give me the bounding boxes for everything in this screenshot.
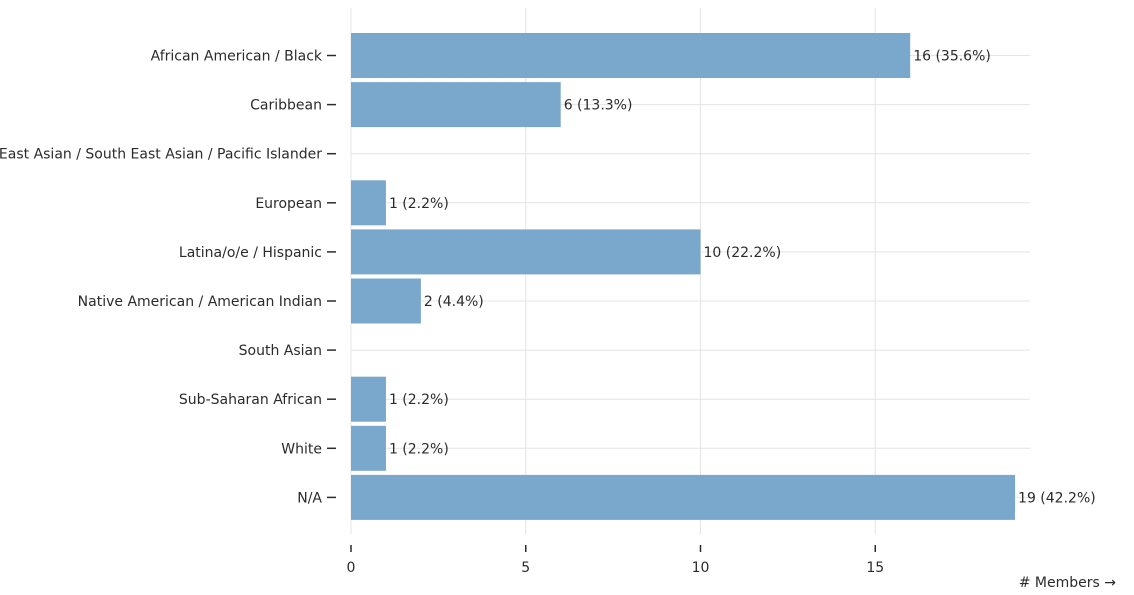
bar[interactable]: [351, 229, 701, 275]
category-label: African American / Black: [151, 49, 323, 65]
bar-layer: [351, 33, 1016, 520]
x-tick-label: 5: [521, 560, 530, 576]
category-label: White: [281, 441, 322, 457]
data-label: 2 (4.4%): [424, 294, 484, 310]
bar[interactable]: [351, 180, 386, 226]
category-label: Latina/o/e / Hispanic: [179, 245, 322, 261]
data-label: 10 (22.2%): [704, 245, 782, 261]
data-label: 19 (42.2%): [1018, 490, 1096, 506]
data-label: 1 (2.2%): [389, 441, 449, 457]
x-tick-label: 15: [866, 560, 884, 576]
category-label: Caribbean: [250, 98, 322, 114]
bar[interactable]: [351, 82, 561, 128]
bar[interactable]: [351, 376, 386, 422]
x-tick-label: 0: [347, 560, 356, 576]
category-label: European: [255, 196, 322, 212]
data-label: 1 (2.2%): [389, 392, 449, 408]
bar[interactable]: [351, 33, 911, 78]
x-axis: 0 5 10 15: [347, 545, 884, 576]
x-axis-title: # Members →: [1019, 575, 1117, 591]
category-label: N/A: [297, 490, 322, 506]
category-label: Native American / American Indian: [78, 294, 322, 310]
category-label: South Asian: [239, 343, 322, 359]
bar[interactable]: [351, 474, 1016, 520]
data-label: 6 (13.3%): [564, 98, 633, 114]
data-label: 1 (2.2%): [389, 196, 449, 212]
label-layer: 16 (35.6%) 6 (13.3%) 1 (2.2%) 10 (22.2%) 2 (…: [389, 49, 1096, 507]
category-label: East Asian / South East Asian / Pacific …: [0, 147, 322, 163]
bar[interactable]: [351, 278, 421, 324]
x-tick-label: 10: [692, 560, 710, 576]
data-label: 16 (35.6%): [913, 49, 991, 65]
bar[interactable]: [351, 425, 386, 471]
category-label: Sub-Saharan African: [179, 392, 322, 408]
y-axis: African American / Black Caribbean East As…: [0, 49, 336, 506]
